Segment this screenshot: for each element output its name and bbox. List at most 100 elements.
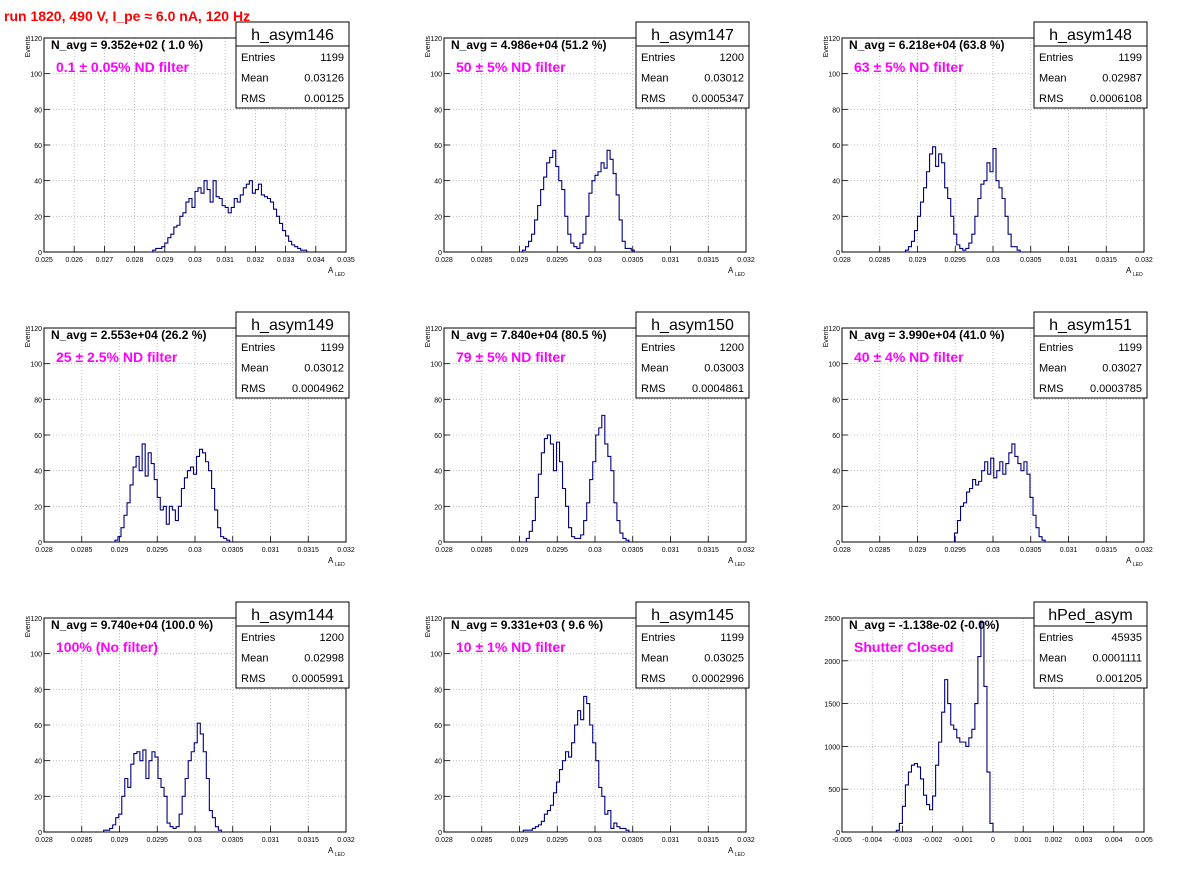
y-tick-label: 120: [30, 326, 42, 333]
x-tick-label: 0.032: [247, 257, 265, 264]
x-tick-label: 0.0285: [71, 837, 93, 844]
x-axis-label-subscript: LED: [735, 272, 745, 278]
histogram-panel-h_asym151: 0.028 0.0285 0.029 0.0295 0.03 0.0305 0.031 0.0…: [823, 311, 1153, 568]
y-tick-label: 60: [34, 143, 42, 150]
x-axis-label-subscript: LED: [735, 562, 745, 568]
y-tick-label: 60: [832, 143, 840, 150]
x-tick-label: 0.0315: [698, 547, 720, 554]
stats-value: 0.0006108: [1090, 93, 1142, 105]
y-tick-label: 120: [430, 616, 442, 623]
y-tick-label: 80: [34, 397, 42, 404]
y-axis-label: Events: [425, 36, 432, 58]
histogram-name: h_asym144: [251, 607, 334, 624]
stats-value: 1200: [320, 632, 344, 644]
x-tick-label: 0.026: [65, 257, 83, 264]
x-tick-label: 0.028: [35, 837, 53, 844]
stats-label: Entries: [1039, 52, 1074, 64]
x-tick-label: -0.001: [953, 837, 973, 844]
x-tick-label: -0.005: [832, 837, 852, 844]
stats-value: 0.03012: [704, 73, 744, 85]
y-tick-label: 40: [832, 469, 840, 476]
x-tick-label: 0.004: [1105, 837, 1123, 844]
x-tick-label: 0.032: [1135, 257, 1153, 264]
x-tick-label: 0.03: [588, 257, 602, 264]
x-tick-label: 0.001: [1014, 837, 1032, 844]
stats-label: Mean: [641, 653, 669, 665]
navg-label: N_avg = 6.218e+04 (63.8 %): [849, 38, 1004, 52]
y-tick-label: 100: [30, 652, 42, 659]
run-title: run 1820, 490 V, I_pe ≈ 6.0 nA, 120 Hz: [4, 8, 251, 24]
x-axis-label-subscript: LED: [335, 852, 345, 858]
y-tick-label: 80: [832, 107, 840, 114]
stats-label: RMS: [1039, 93, 1063, 105]
navg-label: N_avg = -1.138e-02 (-0.0%): [849, 618, 999, 632]
stats-label: Mean: [641, 363, 669, 375]
stats-label: RMS: [641, 93, 665, 105]
y-tick-label: 20: [34, 214, 42, 221]
y-tick-label: 40: [34, 469, 42, 476]
stats-value: 0.03025: [704, 653, 744, 665]
y-tick-label: 80: [434, 687, 442, 694]
y-axis-label: Events: [425, 326, 432, 348]
y-tick-label: 60: [832, 433, 840, 440]
y-tick-label: 40: [434, 759, 442, 766]
y-axis-label: Events: [25, 326, 32, 348]
y-axis-label: Events: [823, 326, 830, 348]
stats-label: RMS: [641, 673, 665, 685]
x-tick-label: 0.0285: [869, 257, 891, 264]
x-tick-label: 0.0305: [622, 257, 644, 264]
x-axis-label: A: [1126, 266, 1132, 275]
x-tick-label: 0.0305: [222, 837, 244, 844]
stats-label: RMS: [1039, 673, 1063, 685]
y-tick-label: 100: [30, 362, 42, 369]
y-tick-label: 2500: [824, 616, 840, 623]
histogram-series: [111, 443, 233, 543]
x-tick-label: 0.031: [1060, 547, 1078, 554]
x-tick-label: 0.032: [1135, 547, 1153, 554]
histogram-series: [149, 180, 308, 253]
filter-label: 50 ± 5% ND filter: [456, 59, 566, 75]
x-tick-label: 0.0295: [945, 547, 967, 554]
stats-label: Entries: [641, 632, 676, 644]
histogram-panel-h_asym145: 0.028 0.0285 0.029 0.0295 0.03 0.0305 0.031 0.0…: [425, 601, 755, 858]
y-tick-label: 120: [430, 36, 442, 43]
x-tick-label: 0.0295: [147, 547, 169, 554]
stats-box: [235, 311, 350, 399]
x-tick-label: 0.031: [216, 257, 234, 264]
x-tick-label: 0.032: [337, 837, 355, 844]
histogram-series: [895, 621, 997, 833]
y-axis-label: Events: [823, 36, 830, 58]
y-tick-label: 100: [430, 362, 442, 369]
stats-box: [635, 311, 750, 399]
x-tick-label: 0.0285: [869, 547, 891, 554]
x-tick-label: 0.033: [277, 257, 295, 264]
histogram-series: [522, 695, 632, 833]
histogram-name: h_asym148: [1049, 27, 1132, 44]
x-tick-label: 0.029: [511, 837, 529, 844]
histogram-name: hPed_asym: [1048, 607, 1133, 624]
stats-value: 0.03003: [704, 363, 744, 375]
stats-box: [1033, 601, 1148, 689]
y-tick-label: 120: [30, 36, 42, 43]
x-tick-label: 0.0285: [71, 547, 93, 554]
histogram-name: h_asym150: [651, 317, 734, 334]
histogram-panel-h_asym149: 0.028 0.0285 0.029 0.0295 0.03 0.0305 0.031 0.0…: [25, 311, 355, 568]
y-tick-label: 80: [832, 397, 840, 404]
x-axis-label: A: [1126, 556, 1132, 565]
x-tick-label: 0.028: [833, 547, 851, 554]
y-tick-label: 0: [38, 250, 42, 257]
x-tick-label: 0.03: [188, 257, 202, 264]
stats-box: [1033, 21, 1148, 109]
navg-label: N_avg = 4.986e+04 (51.2 %): [451, 38, 606, 52]
y-tick-label: 20: [434, 794, 442, 801]
stats-label: RMS: [641, 383, 665, 395]
stats-box: [235, 601, 350, 689]
y-tick-label: 60: [34, 433, 42, 440]
navg-label: N_avg = 9.331e+03 ( 9.6 %): [451, 618, 603, 632]
y-tick-label: 0: [438, 830, 442, 837]
x-tick-label: 0.032: [737, 547, 755, 554]
y-tick-label: 2000: [824, 659, 840, 666]
stats-label: Mean: [241, 73, 269, 85]
y-tick-label: 80: [434, 397, 442, 404]
